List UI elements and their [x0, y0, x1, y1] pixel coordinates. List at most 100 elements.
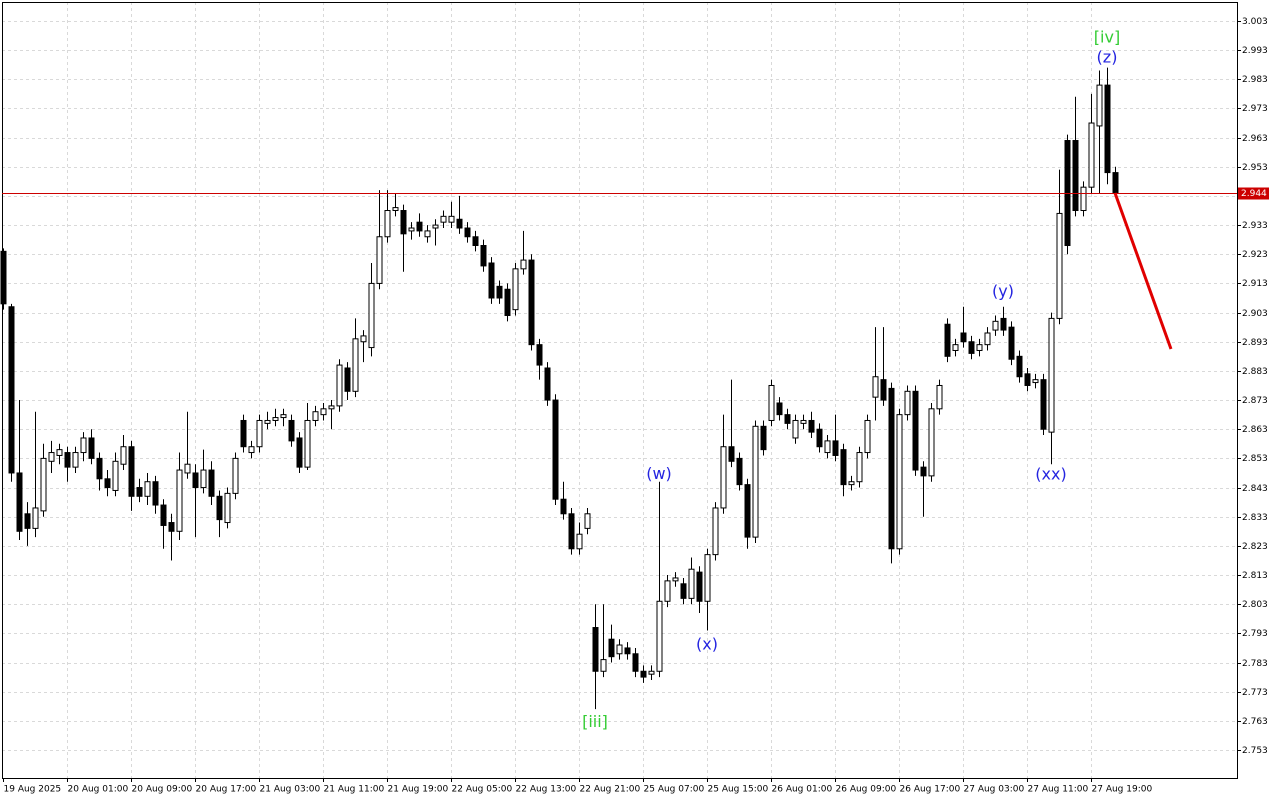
candle-body [392, 207, 399, 212]
candle-body [864, 419, 871, 454]
price-label-box [1238, 187, 1269, 200]
candle-body [488, 262, 495, 299]
candle-body [512, 268, 519, 311]
candle-body [104, 478, 111, 489]
candle-body [88, 437, 95, 459]
candle-body [648, 670, 655, 675]
candle-body [376, 236, 383, 284]
candle-body [856, 452, 863, 483]
candle-body [280, 414, 287, 419]
candle-body [552, 399, 559, 500]
candle-body [160, 504, 167, 526]
candle-body [1072, 140, 1079, 212]
candle-body [336, 364, 343, 407]
candle-body [400, 210, 407, 235]
candle-body [744, 484, 751, 538]
candle-body [872, 376, 879, 398]
candle-body [1048, 317, 1055, 433]
candle-body [680, 583, 687, 599]
x-tick-label: 22 Aug 13:00 [516, 785, 577, 795]
wave-label: (w) [646, 464, 672, 483]
candle-body [624, 647, 631, 655]
candle-body [736, 457, 743, 486]
candle-body [56, 449, 63, 456]
y-tick-label: 2.903 [1242, 309, 1268, 319]
y-tick-label: 2.773 [1242, 688, 1268, 698]
candle-body [1016, 355, 1023, 378]
x-tick-label: 19 Aug 2025 [4, 785, 62, 795]
y-tick-label: 2.783 [1242, 659, 1268, 669]
candle-body [584, 513, 591, 529]
candle-body [832, 440, 839, 456]
y-tick-label: 2.863 [1242, 425, 1268, 435]
candle-body [904, 390, 911, 416]
candle-body [352, 338, 359, 392]
y-tick-label: 2.843 [1242, 484, 1268, 494]
wave-label: (xx) [1035, 465, 1066, 484]
y-tick-label: 3.003 [1242, 17, 1268, 27]
x-tick-label: 27 Aug 19:00 [1092, 785, 1153, 795]
forecast-line [1113, 192, 1173, 350]
candle-body [992, 320, 999, 331]
candle-body [384, 210, 391, 238]
candle-body [1000, 317, 1007, 331]
x-tick-label: 20 Aug 01:00 [68, 785, 129, 795]
price-label: 2.944 [1241, 189, 1267, 199]
candle-body [616, 644, 623, 655]
x-tick-label: 26 Aug 17:00 [900, 785, 961, 795]
candle-body [840, 449, 847, 486]
candle-body [1008, 326, 1015, 360]
candle-body [360, 335, 367, 343]
candle-body [40, 457, 47, 512]
y-tick-label: 2.823 [1242, 542, 1268, 552]
candle-body [672, 577, 679, 582]
candle-body [152, 481, 159, 506]
candle-body [632, 653, 639, 672]
candle-body [416, 221, 423, 232]
candle-body [544, 367, 551, 401]
x-tick-label: 20 Aug 09:00 [132, 785, 193, 795]
candle-body [328, 405, 335, 410]
candle-body [296, 437, 303, 468]
candle-body [848, 481, 855, 486]
candle-body [696, 571, 703, 602]
candle-body [968, 341, 975, 354]
candle-body [712, 507, 719, 556]
y-tick-label: 2.813 [1242, 571, 1268, 581]
candle-body [24, 513, 31, 529]
candle-body [192, 472, 199, 489]
candle-body [784, 414, 791, 424]
candle-body [568, 513, 575, 550]
candle-body [64, 452, 71, 468]
candle-body [752, 425, 759, 538]
candle-body [656, 600, 663, 672]
candle-body [944, 323, 951, 357]
candle-body [496, 285, 503, 299]
candle-body [928, 408, 935, 477]
y-tick-label: 2.833 [1242, 513, 1268, 523]
candle-body [208, 469, 215, 497]
candle-body [760, 425, 767, 451]
candle-body [1040, 379, 1047, 430]
candle-body [120, 446, 127, 465]
candle-body [704, 554, 711, 602]
candle-body [592, 627, 599, 672]
candle-body [80, 437, 87, 454]
candle-body [144, 481, 151, 497]
candle-body [1096, 84, 1103, 127]
candle-body [72, 452, 79, 468]
candle-body [880, 379, 887, 401]
candle-body [16, 472, 23, 532]
candle-body [896, 414, 903, 550]
candle-body [368, 282, 375, 349]
candle-body [48, 452, 55, 462]
candle-body [688, 568, 695, 599]
y-tick-label: 2.973 [1242, 104, 1268, 114]
candle-body [800, 419, 807, 424]
candle-body [96, 457, 103, 480]
candle-body [960, 332, 967, 343]
y-tick-label: 2.983 [1242, 75, 1268, 85]
plot-frame [2, 2, 1238, 779]
candle-body [448, 215, 455, 223]
